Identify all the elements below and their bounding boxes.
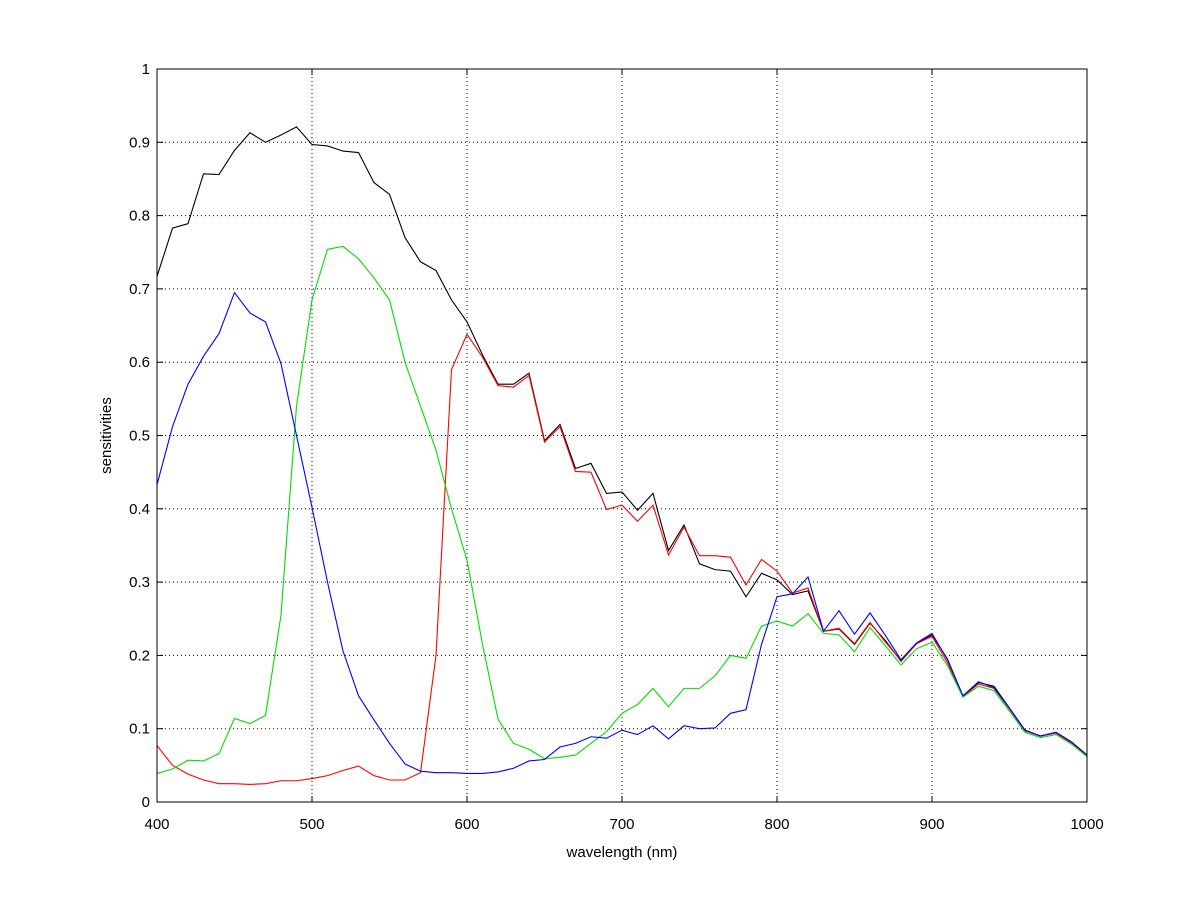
x-tick-label: 500 bbox=[299, 816, 324, 833]
series-line-0 bbox=[156, 126, 1088, 756]
grid bbox=[157, 69, 1087, 802]
y-tick-label: 0.3 bbox=[129, 574, 150, 591]
x-tick-label: 700 bbox=[609, 816, 634, 833]
y-tick-label: 0.8 bbox=[129, 208, 150, 225]
ticks: 400 500 600 700 800 900 1000 0 0.1 0.2 0.3 0.4 0.5 0.… bbox=[129, 61, 1104, 833]
x-tick-label: 600 bbox=[454, 816, 479, 833]
y-tick-label: 0.5 bbox=[129, 428, 150, 445]
x-tick-label: 900 bbox=[919, 816, 944, 833]
y-tick-label: 0.4 bbox=[129, 501, 150, 518]
series-line-1 bbox=[156, 333, 1088, 785]
x-tick-label: 800 bbox=[764, 816, 789, 833]
y-tick-label: 0.2 bbox=[129, 647, 150, 664]
series-group bbox=[156, 126, 1088, 785]
y-tick-label: 0.1 bbox=[129, 721, 150, 738]
y-tick-label: 1 bbox=[142, 61, 150, 78]
y-tick-label: 0.9 bbox=[129, 134, 150, 151]
x-tick-label: 1000 bbox=[1070, 816, 1103, 833]
y-axis-label: sensitivities bbox=[98, 397, 115, 474]
x-tick-label: 400 bbox=[144, 816, 169, 833]
y-tick-label: 0.7 bbox=[129, 281, 150, 298]
x-axis-label: wavelength (nm) bbox=[566, 844, 678, 861]
series-line-2 bbox=[156, 245, 1088, 774]
y-tick-label: 0.6 bbox=[129, 354, 150, 371]
y-tick-label: 0 bbox=[142, 794, 150, 811]
series-line-3 bbox=[156, 291, 1088, 774]
